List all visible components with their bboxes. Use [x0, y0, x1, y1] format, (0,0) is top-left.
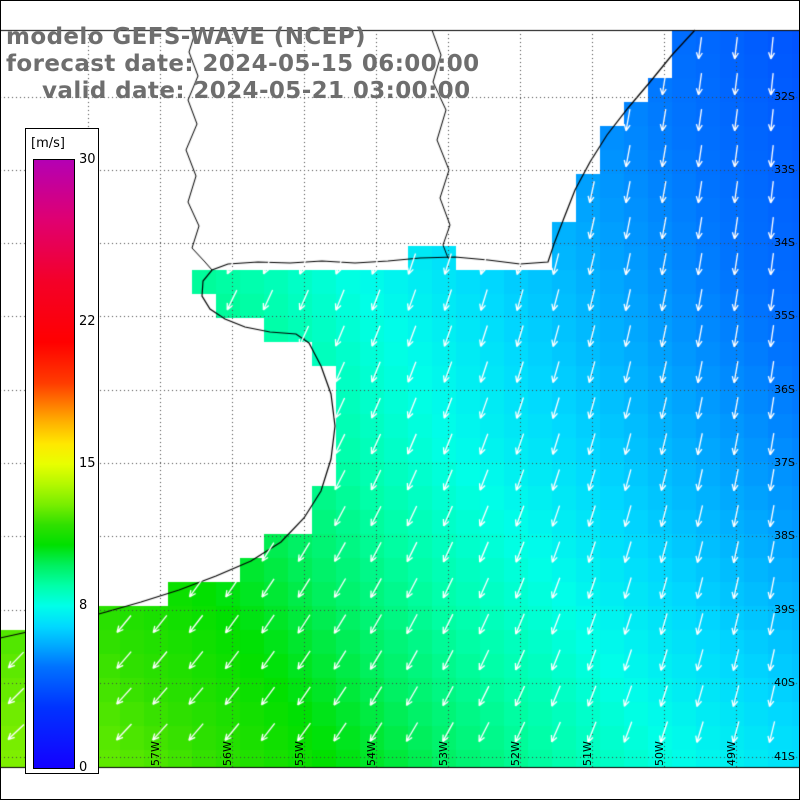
valid-date-text: valid date: 2024-05-21 03:00:00: [42, 78, 471, 104]
lat-label: 35S: [774, 309, 795, 322]
colorbar-gradient: [33, 159, 75, 769]
colorbar: [m/s] 30 22 15 8 0: [25, 128, 99, 775]
lon-label: 57W: [149, 741, 162, 766]
colorbar-unit-label: [m/s]: [31, 136, 65, 151]
lon-label: 52W: [509, 741, 522, 766]
colorbar-tick: 22: [79, 314, 96, 330]
colorbar-tick: 0: [79, 760, 88, 775]
lon-label: 53W: [437, 741, 450, 766]
lat-label: 37S: [774, 456, 795, 469]
lon-label: 50W: [653, 741, 666, 766]
lat-label: 39S: [774, 603, 795, 616]
lat-label: 41S: [774, 750, 795, 763]
colorbar-tick: 15: [79, 456, 96, 471]
lon-label: 55W: [293, 741, 306, 766]
lon-label: 51W: [581, 741, 594, 766]
colorbar-tick: 30: [79, 152, 96, 167]
lat-label: 32S: [774, 90, 795, 103]
title-block: modelo GEFS-WAVE (NCEP) forecast date: 2…: [6, 24, 480, 105]
lat-label: 38S: [774, 529, 795, 542]
lat-label: 34S: [774, 236, 795, 249]
lon-label: 56W: [221, 741, 234, 766]
lon-label: 54W: [365, 741, 378, 766]
lat-label: 36S: [774, 383, 795, 396]
lat-label: 33S: [774, 163, 795, 176]
colorbar-tick: 8: [79, 597, 88, 613]
forecast-date-text: forecast date: 2024-05-15 06:00:00: [6, 51, 480, 77]
lat-label: 40S: [774, 676, 795, 689]
lon-label: 49W: [725, 741, 738, 766]
model-title: modelo GEFS-WAVE (NCEP): [6, 24, 366, 50]
